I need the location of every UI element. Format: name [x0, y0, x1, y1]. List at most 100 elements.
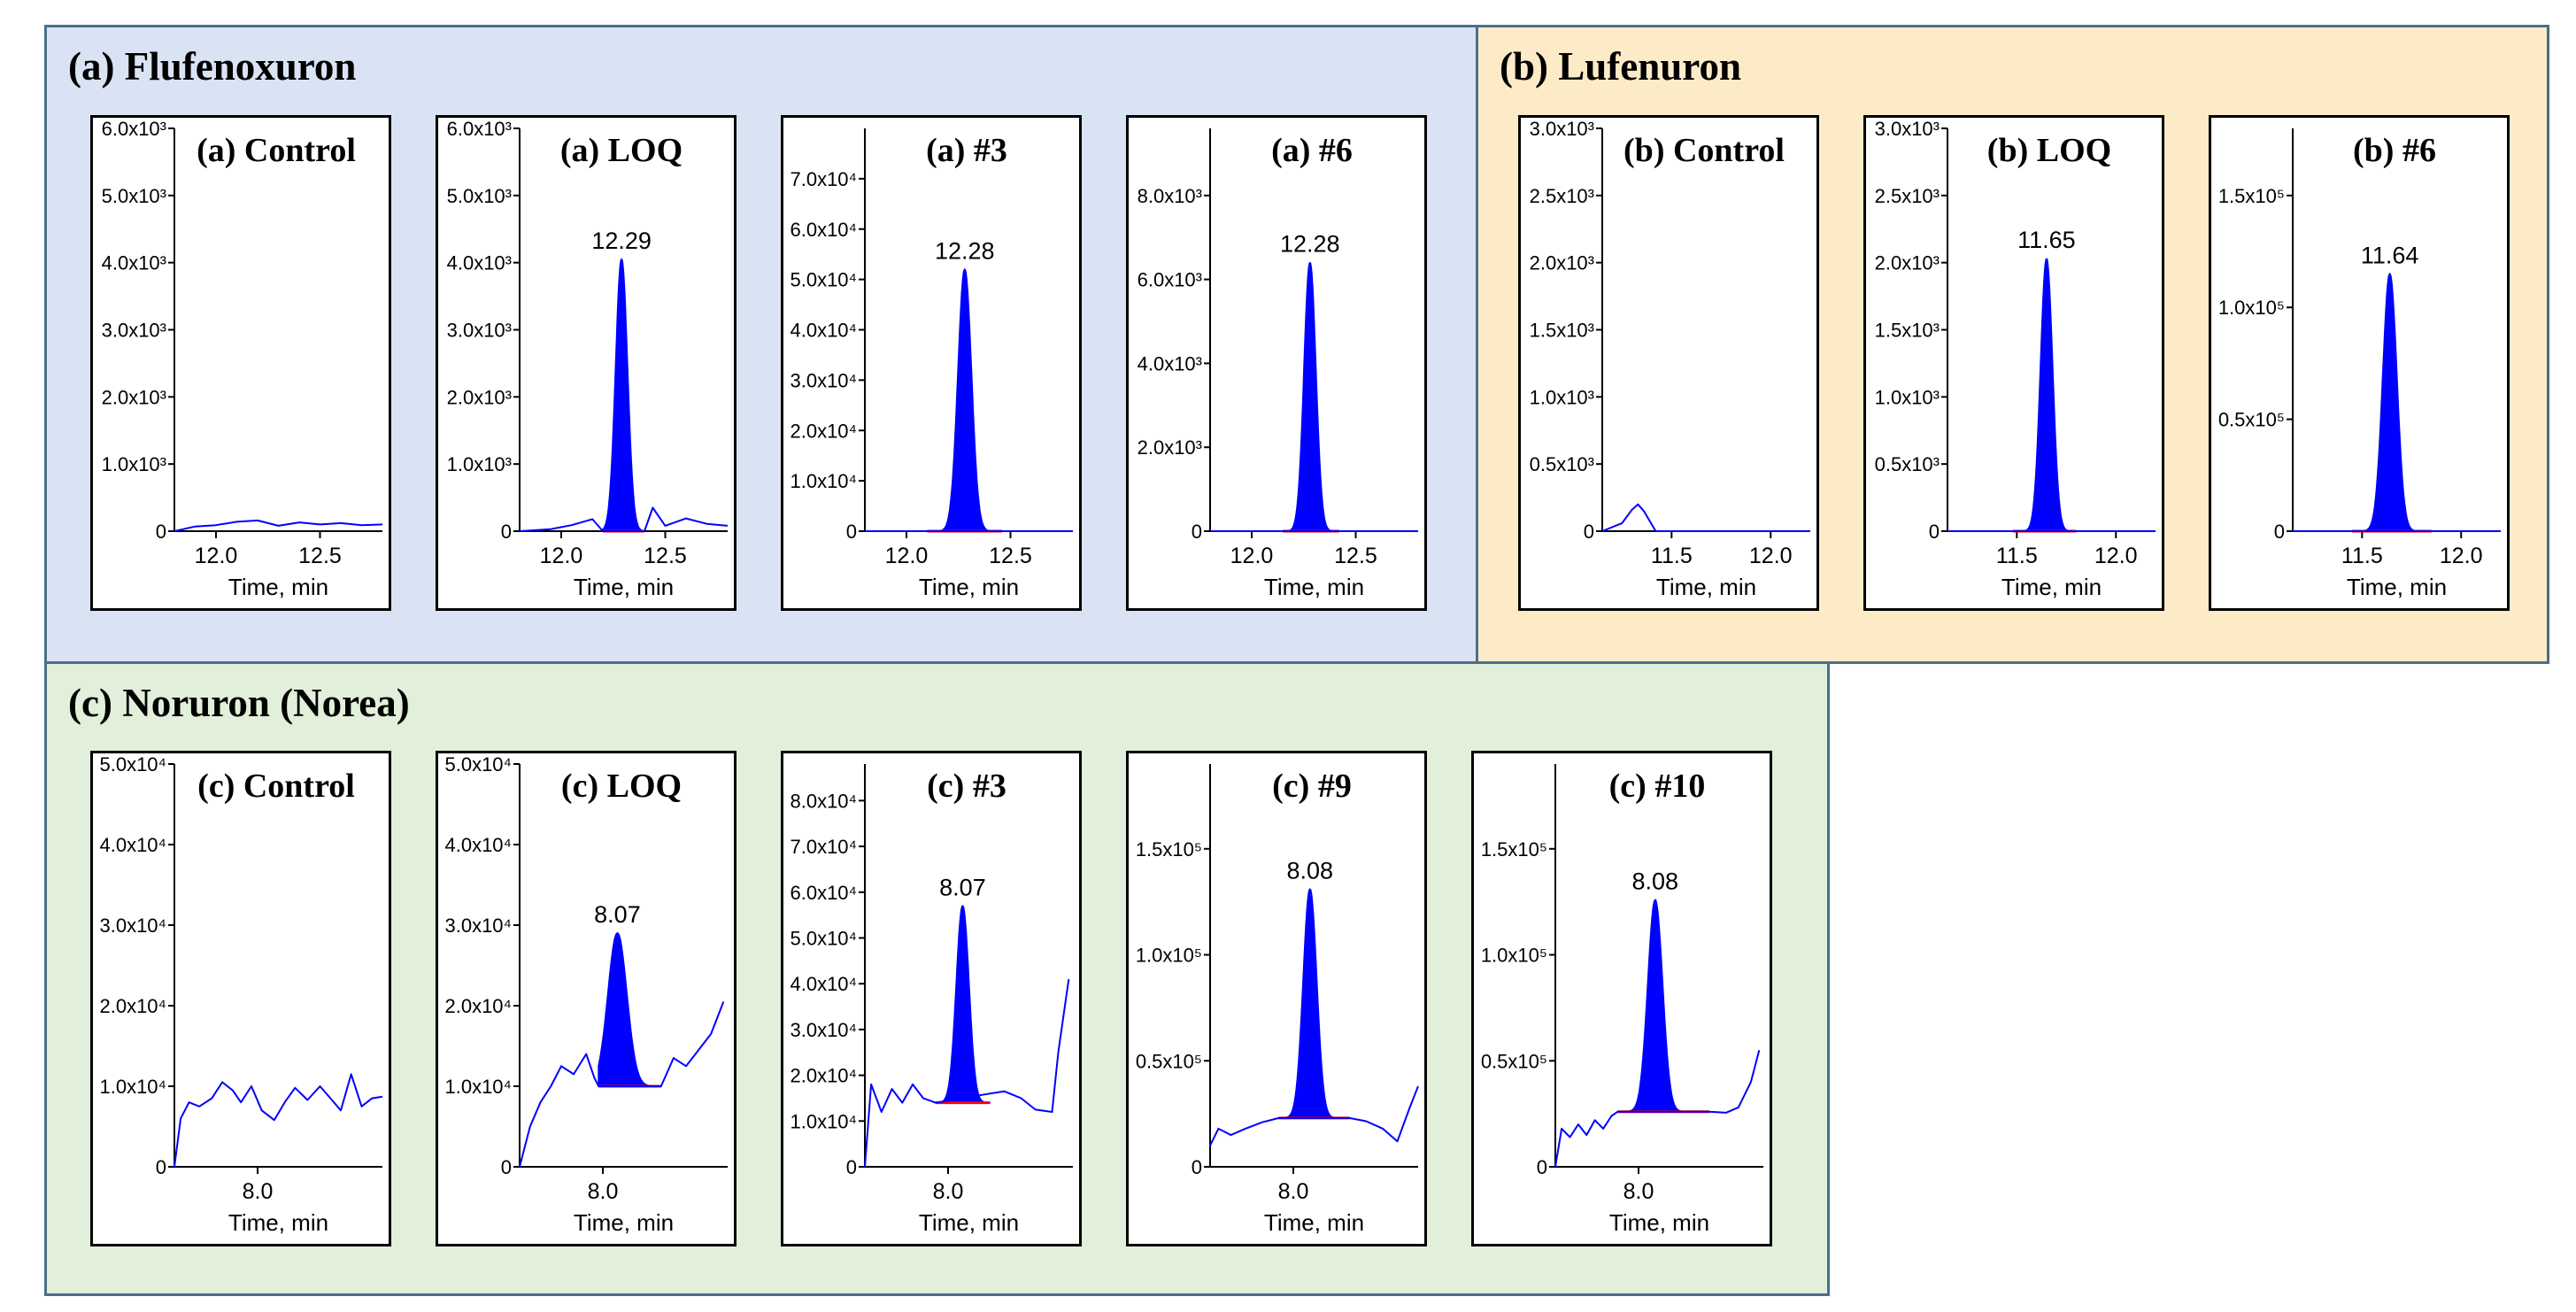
y-tick-label: 6.0x10³	[447, 118, 512, 140]
x-tick-label: 12.0	[885, 544, 929, 568]
chart-panel-9: 0 1.0x10⁴ 2.0x10⁴ 3.0x10⁴ 4.0x10⁴ 5.0x10⁴ 8.0 T…	[436, 751, 737, 1246]
y-tick-label: 1.0x10³	[1875, 386, 1940, 408]
y-tick-label: 2.0x10⁴	[444, 995, 512, 1017]
peak-area	[602, 258, 645, 532]
y-tick-label: 6.0x10³	[1138, 269, 1202, 291]
x-axis-label: Time, min	[1656, 574, 1756, 600]
y-tick-label: 2.0x10⁴	[790, 420, 857, 442]
panel-title: (c) #3	[927, 768, 1006, 805]
x-tick-label: 12.0	[2094, 544, 2138, 568]
y-tick-label: 1.5x10⁵	[1136, 838, 1202, 861]
y-tick-label: 3.0x10⁴	[99, 915, 166, 937]
trace-line	[864, 978, 1070, 1168]
y-tick-label: 0	[1192, 521, 1202, 543]
y-tick-label: 3.0x10⁴	[444, 915, 512, 937]
y-tick-label: 6.0x10⁴	[790, 219, 857, 241]
y-tick-label: 0	[846, 521, 857, 543]
chart-panel-12: 0 0.5x10⁵ 1.0x10⁵ 1.5x10⁵ 8.0 Time, min 8.08 (c…	[1471, 751, 1772, 1246]
y-tick-label: 1.0x10⁵	[2218, 297, 2285, 319]
y-tick-label: 7.0x10⁴	[790, 168, 857, 190]
chart-panel-7: 0 0.5x10⁵ 1.0x10⁵ 1.5x10⁵ 11.5 12.0 Time, min 1…	[2209, 115, 2510, 611]
y-tick-label: 7.0x10⁴	[790, 836, 857, 858]
y-tick-label: 4.0x10⁴	[444, 834, 512, 856]
panel-frame	[436, 115, 737, 611]
y-tick-label: 1.0x10³	[447, 453, 512, 475]
trace-line	[1554, 1050, 1761, 1168]
panel-frame	[90, 751, 391, 1246]
x-axis-label: Time, min	[919, 1209, 1019, 1236]
x-tick-label: 12.0	[1230, 544, 1274, 568]
y-tick-label: 4.0x10⁴	[99, 834, 166, 856]
y-tick-label: 5.0x10⁴	[790, 927, 857, 949]
panel-frame	[1863, 115, 2164, 611]
panel-frame	[1126, 115, 1427, 611]
y-tick-label: 1.0x10³	[102, 453, 166, 475]
chart-panel-11: 0 0.5x10⁵ 1.0x10⁵ 1.5x10⁵ 8.0 Time, min 8.08 (c…	[1126, 751, 1427, 1246]
x-axis-label: Time, min	[1609, 1209, 1709, 1236]
chart-panel-1: 0 1.0x10³ 2.0x10³ 3.0x10³ 4.0x10³ 5.0x10³ 6.0x…	[90, 115, 391, 611]
y-tick-label: 6.0x10³	[102, 118, 166, 140]
peak-area	[934, 905, 991, 1104]
y-tick-label: 1.5x10⁵	[2218, 185, 2285, 207]
x-tick-label: 8.0	[1278, 1179, 1309, 1204]
chart-panel-8: 0 1.0x10⁴ 2.0x10⁴ 3.0x10⁴ 4.0x10⁴ 5.0x10⁴ 8.0 T…	[90, 751, 391, 1246]
chart-panel-6: 0 0.5x10³ 1.0x10³ 1.5x10³ 2.0x10³ 2.5x10³ 3.0x…	[1863, 115, 2164, 611]
x-tick-label: 12.0	[195, 544, 238, 568]
x-axis-label: Time, min	[574, 574, 674, 600]
panel-title: (b) #6	[2353, 132, 2436, 169]
group-title: (a) Flufenoxuron	[68, 44, 357, 89]
y-tick-label: 4.0x10³	[447, 252, 512, 274]
y-tick-label: 0	[156, 521, 166, 543]
y-tick-label: 5.0x10⁴	[444, 753, 512, 776]
trace-line	[174, 519, 383, 532]
y-tick-label: 0	[1192, 1156, 1202, 1178]
y-tick-label: 1.0x10⁴	[99, 1076, 166, 1098]
panel-title: (c) #10	[1609, 768, 1706, 805]
x-axis-label: Time, min	[1264, 1209, 1364, 1236]
chart-panel-5: 0 0.5x10³ 1.0x10³ 1.5x10³ 2.0x10³ 2.5x10³ 3.0x…	[1518, 115, 1819, 611]
y-tick-label: 5.0x10³	[447, 185, 512, 207]
y-tick-label: 1.0x10⁴	[790, 470, 857, 492]
y-tick-label: 4.0x10⁴	[790, 320, 857, 342]
panel-frame	[781, 751, 1082, 1246]
group-title: (c) Noruron (Norea)	[68, 681, 410, 725]
x-tick-label: 12.5	[644, 544, 687, 568]
y-tick-label: 4.0x10³	[102, 252, 166, 274]
x-axis-label: Time, min	[919, 574, 1019, 600]
y-tick-label: 3.0x10⁴	[790, 1019, 857, 1041]
x-tick-label: 12.0	[2440, 544, 2483, 568]
peak-rt-label: 12.28	[1280, 231, 1340, 258]
panel-title: (c) #9	[1272, 768, 1352, 805]
x-tick-label: 8.0	[933, 1179, 964, 1204]
y-tick-label: 0	[1584, 521, 1594, 543]
y-tick-label: 3.0x10³	[1530, 118, 1594, 140]
chart-panel-10: 0 1.0x10⁴ 2.0x10⁴ 3.0x10⁴ 4.0x10⁴ 5.0x10⁴ 6.0x…	[781, 751, 1082, 1246]
group-title: (b) Lufenuron	[1500, 44, 1741, 89]
y-tick-label: 4.0x10³	[1138, 352, 1202, 374]
x-axis-label: Time, min	[574, 1209, 674, 1236]
y-tick-label: 1.0x10⁴	[444, 1076, 512, 1098]
y-tick-label: 0	[1929, 521, 1940, 543]
y-tick-label: 5.0x10⁴	[99, 753, 166, 776]
y-tick-label: 1.0x10³	[1530, 386, 1594, 408]
y-tick-label: 2.0x10⁴	[99, 995, 166, 1017]
y-tick-label: 2.0x10³	[1875, 252, 1940, 274]
trace-line	[1209, 1085, 1419, 1146]
chart-panel-3: 0 1.0x10⁴ 2.0x10⁴ 3.0x10⁴ 4.0x10⁴ 5.0x10⁴ 6.0x…	[781, 115, 1082, 611]
chart-panel-2: 0 1.0x10³ 2.0x10³ 3.0x10³ 4.0x10³ 5.0x10³ 6.0x…	[436, 115, 737, 611]
x-tick-label: 12.0	[1749, 544, 1793, 568]
y-tick-label: 0.5x10⁵	[2218, 409, 2285, 431]
x-tick-label: 8.0	[1623, 1179, 1654, 1204]
panel-title: (c) LOQ	[561, 768, 682, 805]
y-tick-label: 0.5x10³	[1875, 453, 1940, 475]
y-tick-label: 8.0x10⁴	[790, 790, 857, 812]
peak-rt-label: 12.28	[935, 237, 995, 264]
y-tick-label: 1.5x10³	[1875, 320, 1940, 342]
chart-panel-4: 0 2.0x10³ 4.0x10³ 6.0x10³ 8.0x10³ 12.0 12.5 Tim…	[1126, 115, 1427, 611]
panel-frame	[436, 751, 737, 1246]
y-tick-label: 1.0x10⁴	[790, 1110, 857, 1132]
x-tick-label: 12.5	[1334, 544, 1377, 568]
x-tick-label: 8.0	[243, 1179, 274, 1204]
x-axis-label: Time, min	[228, 1209, 328, 1236]
panel-title: (a) Control	[197, 132, 356, 169]
